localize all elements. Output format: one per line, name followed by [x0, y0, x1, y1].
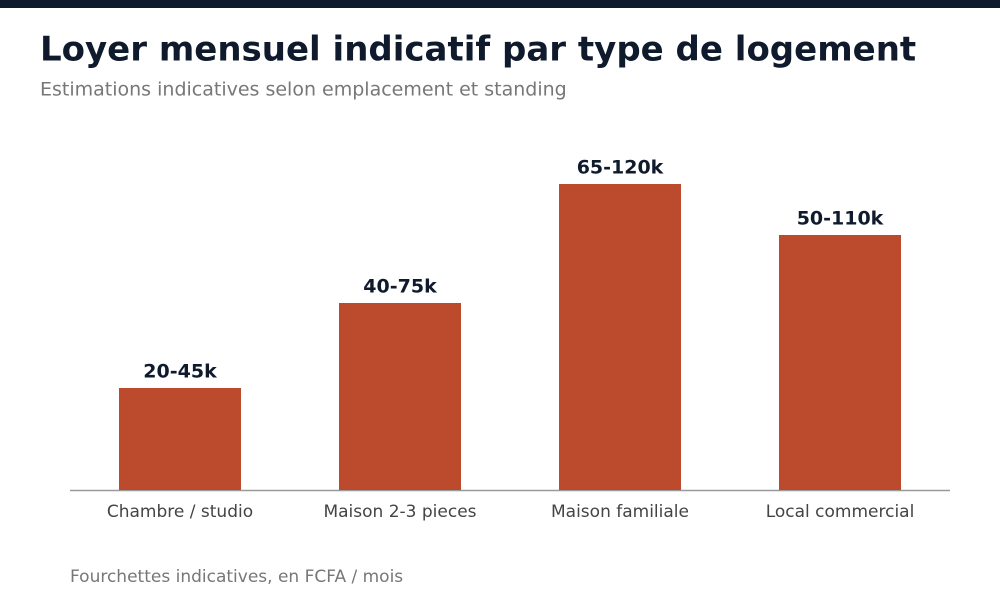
top-band — [0, 0, 1000, 8]
value-label: 65-120k — [577, 157, 664, 179]
value-label: 40-75k — [363, 276, 437, 298]
bar — [779, 235, 901, 490]
x-tick-label: Local commercial — [766, 502, 915, 522]
x-tick-label: Chambre / studio — [107, 502, 253, 522]
x-tick-label: Maison 2-3 pieces — [323, 502, 476, 522]
footnote: Fourchettes indicatives, en FCFA / mois — [70, 567, 403, 587]
x-tick-label: Maison familiale — [551, 502, 689, 522]
bar — [339, 303, 461, 490]
chart-title: Loyer mensuel indicatif par type de loge… — [40, 30, 916, 70]
value-label: 20-45k — [143, 361, 217, 383]
bar — [119, 388, 241, 490]
chart-subtitle: Estimations indicatives selon emplacemen… — [40, 79, 567, 101]
value-label: 50-110k — [797, 208, 884, 230]
bar — [559, 184, 681, 490]
